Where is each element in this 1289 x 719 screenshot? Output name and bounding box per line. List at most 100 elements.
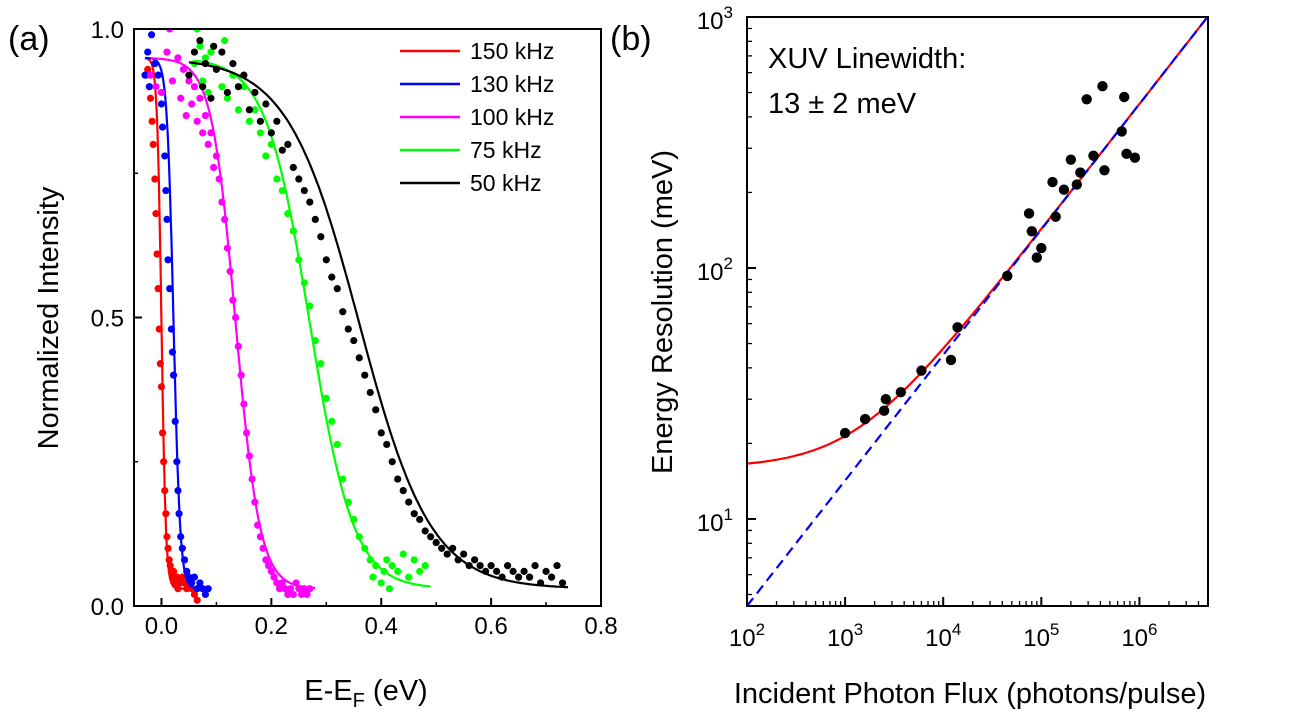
data-point-150-khz <box>146 94 155 102</box>
data-point-130-khz <box>158 123 167 131</box>
data-point-50-khz <box>245 106 253 114</box>
data-point-75-khz <box>317 360 325 368</box>
fit-curve-75-khz <box>194 59 431 588</box>
data-point-50-khz <box>210 42 218 50</box>
data-point-50-khz <box>190 48 199 56</box>
fit-curve-50-khz <box>188 61 569 589</box>
data-point-100-khz <box>284 590 292 599</box>
linewidth-annotation-line1: XUV Linewidth: <box>768 43 966 75</box>
x-tick-label-a: 0.0 <box>145 613 178 640</box>
data-point-resolution <box>1047 176 1058 188</box>
series-130-khz <box>141 31 212 599</box>
data-point-75-khz <box>256 129 264 137</box>
panel-b: (b) XUV Linewidth: 13 ± 2 meV 102 103 104 1… <box>610 3 1209 710</box>
data-point-50-khz <box>509 567 517 575</box>
data-point-50-khz <box>229 60 237 68</box>
data-point-resolution <box>1058 184 1070 195</box>
data-point-50-khz <box>256 117 264 125</box>
data-point-75-khz <box>328 417 336 425</box>
tick-exponent: 2 <box>756 620 765 639</box>
data-point-50-khz <box>377 429 385 437</box>
tick-exponent: 4 <box>952 620 961 639</box>
data-point-150-khz <box>149 140 157 148</box>
data-point-resolution <box>1088 150 1099 161</box>
data-point-75-khz <box>199 77 207 85</box>
data-point-75-khz <box>322 394 330 402</box>
data-point-50-khz <box>471 556 479 564</box>
data-point-50-khz <box>432 538 440 547</box>
data-point-resolution <box>1116 126 1127 137</box>
data-point-50-khz <box>278 146 286 154</box>
data-point-50-khz <box>355 354 363 362</box>
data-point-75-khz <box>218 83 226 91</box>
data-point-50-khz <box>207 94 215 102</box>
data-point-75-khz <box>399 550 407 558</box>
data-point-50-khz <box>317 233 325 241</box>
data-point-50-khz <box>273 117 281 125</box>
data-point-75-khz <box>251 106 259 114</box>
tick-base: 10 <box>1023 625 1050 652</box>
data-point-130-khz <box>166 285 174 293</box>
data-point-100-khz <box>146 71 155 79</box>
tick-exponent: 3 <box>854 620 863 639</box>
data-point-75-khz <box>388 562 396 570</box>
data-point-130-khz <box>145 83 153 91</box>
data-point-130-khz <box>157 100 166 108</box>
data-point-50-khz <box>504 562 512 570</box>
panel-b-frame <box>746 16 1209 607</box>
data-point-75-khz <box>207 48 215 56</box>
data-point-150-khz <box>151 175 159 183</box>
data-point-75-khz <box>234 106 242 114</box>
data-point-50-khz <box>350 336 358 345</box>
x-tick-label-b: 104 <box>925 620 961 652</box>
data-point-100-khz <box>196 94 204 102</box>
data-point-100-khz <box>297 590 306 599</box>
data-point-50-khz <box>311 215 319 224</box>
data-point-50-khz <box>223 88 231 97</box>
data-point-50-khz <box>306 198 314 206</box>
data-point-130-khz <box>164 256 172 264</box>
data-point-50-khz <box>196 36 204 45</box>
panel-a-label: (a) <box>8 20 50 58</box>
data-point-50-khz <box>361 371 369 379</box>
panel-a-xlabel-sub: F <box>353 690 365 712</box>
data-point-100-khz <box>188 100 196 108</box>
panel-a-xlabel: E-EF (eV) <box>304 675 427 712</box>
data-point-50-khz <box>344 325 352 333</box>
data-point-50-khz <box>328 273 336 281</box>
legend-label: 75 kHz <box>470 137 542 163</box>
data-point-50-khz <box>438 544 446 552</box>
data-point-resolution <box>1081 94 1092 105</box>
data-point-130-khz <box>169 371 178 379</box>
data-point-resolution <box>895 386 907 398</box>
data-point-50-khz <box>234 83 242 91</box>
data-point-150-khz <box>152 210 160 218</box>
panel-a-ticks: 0.0 0.2 0.4 0.6 0.8 0.0 0.5 1.0 <box>91 17 618 640</box>
tick-exponent: 2 <box>724 254 733 273</box>
data-point-resolution <box>1121 148 1132 160</box>
fit-curve-space-charge <box>747 17 1208 606</box>
data-point-100-khz <box>163 48 171 56</box>
data-point-50-khz <box>416 515 424 524</box>
fit-curve-130-khz <box>144 56 211 590</box>
data-point-resolution <box>859 413 871 425</box>
data-point-resolution <box>1023 208 1035 219</box>
data-point-50-khz <box>185 71 193 79</box>
y-tick-label-a: 1.0 <box>91 17 124 44</box>
x-tick-label-a: 0.4 <box>365 613 398 640</box>
panel-a-legend: 150 kHz 130 kHz 100 kHz 75 kHz 50 kHz <box>400 38 554 196</box>
data-point-50-khz <box>520 567 528 575</box>
data-point-50-khz <box>394 475 402 483</box>
data-point-resolution <box>1065 154 1077 165</box>
data-point-75-khz <box>383 556 391 564</box>
panel-a-frame <box>133 28 602 607</box>
data-point-50-khz <box>514 573 523 581</box>
data-point-75-khz <box>196 42 204 50</box>
data-point-resolution <box>1002 270 1013 282</box>
data-point-130-khz <box>161 152 169 160</box>
data-point-resolution <box>952 322 963 333</box>
data-point-100-khz <box>179 65 188 73</box>
panel-a-plot-area <box>141 29 569 604</box>
data-point-100-khz <box>152 83 160 91</box>
